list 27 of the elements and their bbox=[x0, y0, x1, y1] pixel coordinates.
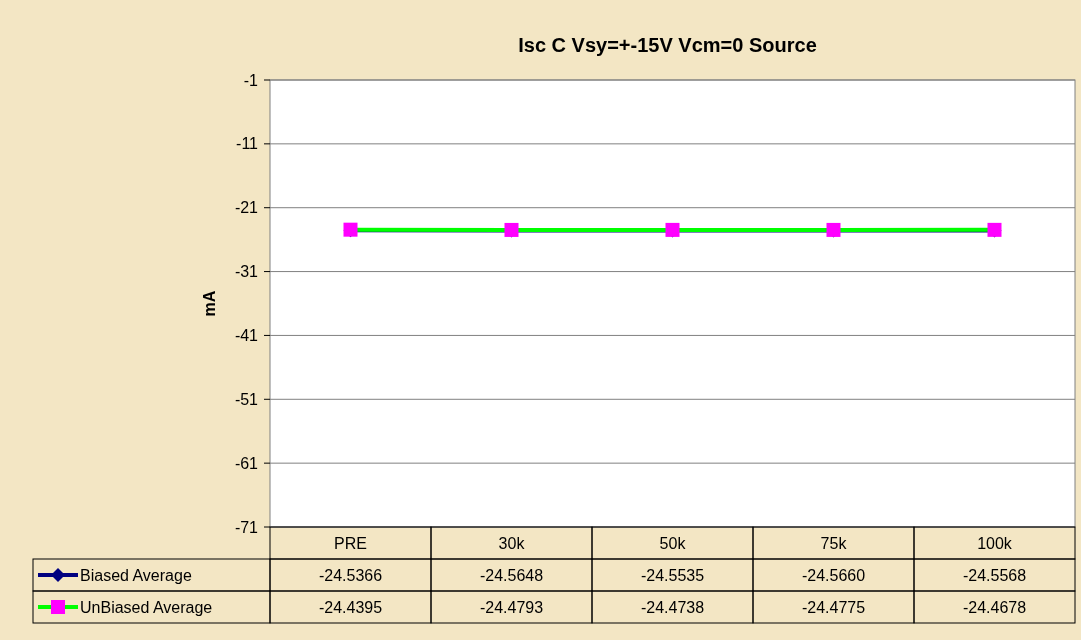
legend-label: UnBiased Average bbox=[80, 598, 213, 616]
y-tick-label: -1 bbox=[243, 71, 259, 89]
y-tick-label: -51 bbox=[234, 390, 259, 408]
y-tick-label: -31 bbox=[234, 263, 259, 281]
data-label: -24.4395 bbox=[318, 598, 383, 616]
x-tick-label: 75k bbox=[820, 534, 848, 552]
y-tick-label: -61 bbox=[234, 454, 259, 472]
y-tick-label: -11 bbox=[236, 135, 259, 153]
data-label: -24.5660 bbox=[801, 566, 866, 584]
chart-title: Isc C Vsy=+-15V Vcm=0 Source bbox=[518, 34, 817, 56]
data-label: -24.4793 bbox=[479, 598, 544, 616]
y-tick-label: -21 bbox=[234, 199, 259, 217]
legend-label: Biased Average bbox=[80, 566, 192, 584]
data-label: -24.5648 bbox=[479, 566, 544, 584]
y-tick-label: -71 bbox=[234, 518, 259, 536]
x-tick-label: 30k bbox=[498, 534, 526, 552]
data-label: -24.5535 bbox=[640, 566, 705, 584]
x-tick-label: 100k bbox=[977, 534, 1013, 552]
y-axis-title: mA bbox=[201, 290, 218, 317]
data-label: -24.5366 bbox=[318, 566, 383, 584]
y-tick-label: -41 bbox=[234, 327, 259, 345]
data-label: -24.4678 bbox=[962, 598, 1027, 616]
data-label: -24.4775 bbox=[801, 598, 866, 616]
x-tick-label: PRE bbox=[334, 534, 367, 552]
x-tick-label: 50k bbox=[659, 534, 687, 552]
data-label: -24.5568 bbox=[962, 566, 1027, 584]
data-label: -24.4738 bbox=[640, 598, 705, 616]
